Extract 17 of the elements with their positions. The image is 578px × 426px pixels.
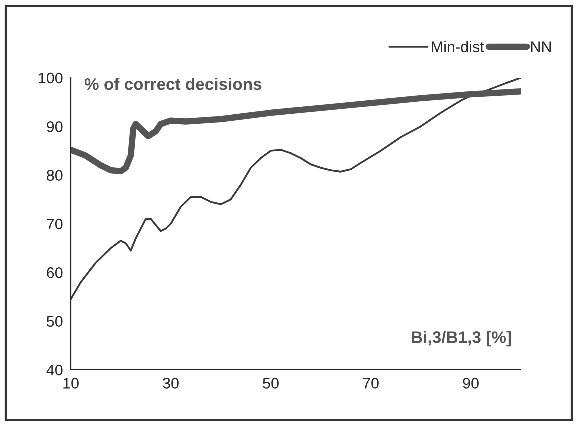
y-tick-label: 40 [46, 364, 63, 376]
x-axis-title: Bi,3/B1,3 [%] [412, 331, 512, 347]
y-tick-label: 100 [39, 72, 63, 84]
y-tick-label: 90 [47, 122, 63, 132]
y-tick-label: 50 [46, 316, 63, 328]
x-tick-label: 30 [163, 378, 179, 389]
legend-label: NN [531, 42, 552, 52]
legend-label: Min-dist [432, 41, 484, 52]
x-tick-label: 50 [263, 378, 279, 389]
line-series [71, 78, 521, 300]
y-tick-label: 60 [47, 268, 63, 278]
x-tick-label: 90 [463, 378, 479, 389]
y-tick-label: 70 [47, 218, 63, 230]
x-tick-label: 10 [64, 378, 79, 389]
y-axis-title: % of correct decisions [84, 78, 262, 90]
y-tick-label: 80 [47, 170, 63, 182]
x-tick-label: 70 [363, 378, 379, 389]
